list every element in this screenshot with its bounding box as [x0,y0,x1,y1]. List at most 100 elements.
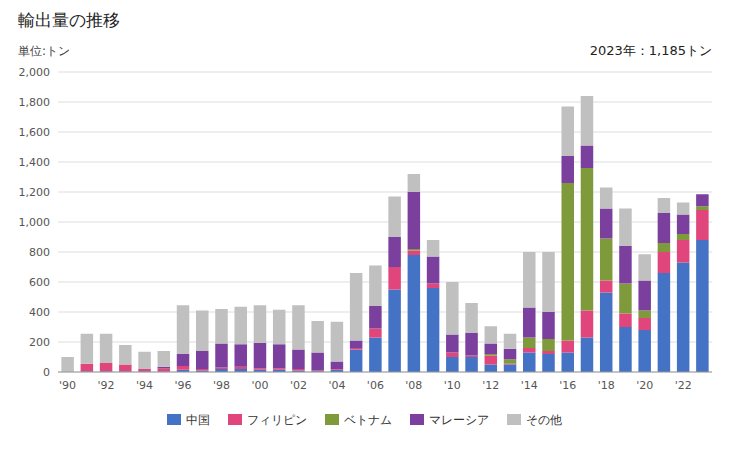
y-tick-label: 1,000 [19,216,51,229]
bar-segment [619,314,632,328]
bar-segment [215,344,228,368]
bar-segment [561,353,574,373]
bar-segment [369,306,382,329]
bar-segment [81,364,94,372]
x-tick-label: '96 [175,379,192,392]
bar-segment [158,368,171,371]
bar-segment [542,354,555,372]
y-tick-label: 2,000 [19,66,51,79]
bar-segment [581,96,594,146]
bar-segment [638,311,651,319]
legend-item: その他 [507,413,562,427]
bar-segment [446,282,459,335]
bar-segment [408,174,421,192]
unit-label: 単位:トン [18,44,70,58]
bar-segment [658,252,671,273]
bar-segment [388,197,401,238]
bar-segment [61,357,74,372]
y-tick-label: 200 [29,336,50,349]
bar-segment [254,343,267,369]
bar-segment [561,107,574,157]
grid-line [58,192,712,193]
bar-segment [600,293,613,373]
bar-segment [485,354,498,356]
bar-segment [138,369,151,371]
bar-segment [581,311,594,338]
bar-segment [81,334,94,364]
bar-segment [331,322,344,362]
legend-swatch [228,414,242,425]
bar-segment [658,273,671,372]
bar-segment [600,188,613,209]
bar-segment [196,351,209,369]
bar-segment [677,234,690,240]
x-tick-label: '94 [136,379,153,392]
annotation: 2023年：1,185トン [590,43,712,58]
bar-segment [158,367,171,369]
x-tick-label: '20 [636,379,653,392]
legend-swatch [167,414,181,425]
grid-line [58,72,712,73]
bar-segment [658,198,671,213]
grid-line [58,312,712,313]
bar-segment [677,240,690,263]
y-tick-label: 800 [29,246,50,259]
grid-line [58,282,712,283]
bar-segment [408,255,421,372]
y-tick-label: 400 [29,306,50,319]
bar-segment [119,345,132,365]
bar-segment [215,309,228,344]
bar-segment [446,335,459,353]
x-tick-label: '02 [290,379,307,392]
legend-label: 中国 [186,413,210,427]
legend-item: ベトナム [325,413,392,427]
chart: 輸出量の推移単位:トン2023年：1,185トン02004006008001,0… [0,0,729,450]
grid-line [58,372,712,373]
bar-segment [658,213,671,243]
bar-segment [485,356,498,365]
bar-segment [504,365,517,373]
grid-line [58,162,712,163]
bar-segment [234,344,247,367]
x-tick-label: '98 [213,379,230,392]
bar-segment [677,215,690,235]
title: 輸出量の推移 [18,10,120,30]
bar-segment [523,348,536,353]
legend: 中国フィリピンベトナムマレーシアその他 [167,413,562,427]
y-tick-label: 1,400 [19,156,51,169]
bar-segment [619,246,632,284]
x-tick-label: '04 [328,379,345,392]
bar-segment [446,353,459,358]
bar-segment [292,350,305,370]
bar-segment [388,237,401,267]
bar-segment [619,209,632,247]
bar-segment [523,338,536,349]
bar-segment [292,305,305,349]
bar-segment [369,329,382,338]
bar-segment [408,249,421,251]
legend-label: ベトナム [344,413,392,427]
bar-segment [350,348,363,350]
legend-label: その他 [526,413,562,427]
bar-segment [542,351,555,354]
bar-segment [158,351,171,367]
bar-segment [465,357,478,372]
bar-segment [177,366,190,370]
x-tick-label: '08 [405,379,422,392]
bar-segment [465,333,478,356]
bar-segment [273,310,286,345]
bar-segment [696,240,709,372]
bar-segment [504,349,517,360]
bar-segment [619,327,632,372]
bar-segment [311,321,324,353]
bar-segment [638,254,651,280]
bar-segment [408,192,421,249]
bar-segment [350,341,363,349]
bar-segment [696,194,709,206]
bar-segment [350,350,363,373]
y-tick-label: 1,800 [19,96,51,109]
series [61,96,689,372]
legend-label: マレーシア [429,413,489,427]
grid-line [58,132,712,133]
y-tick-label: 0 [43,366,50,379]
